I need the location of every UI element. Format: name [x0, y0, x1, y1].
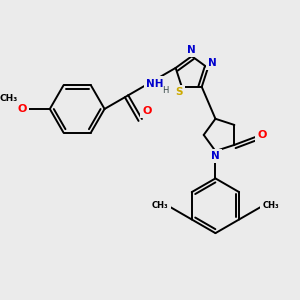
Text: N: N: [188, 45, 196, 55]
Text: CH₃: CH₃: [262, 201, 279, 210]
Text: CH₃: CH₃: [152, 201, 169, 210]
Text: N: N: [208, 58, 217, 68]
Text: O: O: [18, 104, 27, 114]
Text: CH₃: CH₃: [0, 94, 18, 103]
Text: O: O: [142, 106, 152, 116]
Text: N: N: [211, 151, 220, 161]
Text: S: S: [175, 87, 183, 97]
Text: O: O: [257, 130, 267, 140]
Text: H: H: [162, 86, 169, 95]
Text: NH: NH: [146, 79, 164, 88]
